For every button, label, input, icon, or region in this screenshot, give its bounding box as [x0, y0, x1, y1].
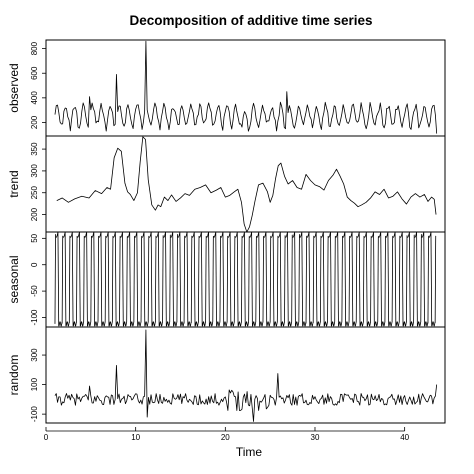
y-tick-label-random-1: 100: [30, 377, 39, 391]
panel-trend: 200 250 300 350 trend: [7, 135, 446, 233]
y-tick-label-random-0: -100: [30, 406, 39, 423]
chart-title: Decomposition of additive time series: [129, 13, 372, 28]
x-tick-label-1: 10: [131, 433, 140, 442]
panel-seasonal: -100 -50 0 50 seasonal: [7, 231, 446, 328]
series-line-trend: [56, 136, 437, 233]
series-line-seasonal: [54, 231, 437, 327]
x-axis: 0 10 20 30 40: [44, 427, 410, 442]
x-tick-label-0: 0: [44, 433, 49, 442]
y-axis-label-observed: observed: [7, 63, 21, 112]
y-axis-label-trend: trend: [7, 170, 21, 197]
y-tick-label-random-2: 300: [30, 348, 39, 362]
x-axis-label: Time: [236, 445, 263, 459]
y-tick-label-trend-4: 350: [30, 142, 39, 156]
y-tick-label-seasonal-3: 50: [30, 233, 39, 242]
series-line-observed: [54, 40, 438, 134]
y-tick-label-observed-2: 600: [30, 66, 39, 80]
y-tick-label-observed-1: 400: [30, 91, 39, 105]
y-tick-label-trend-2: 250: [30, 186, 39, 200]
panel-observed: 200 400 600 800 observed: [7, 39, 446, 137]
y-tick-label-seasonal-1: -50: [30, 285, 39, 297]
y-tick-label-trend-1: 200: [30, 207, 39, 221]
series-line-random: [54, 329, 438, 422]
y-axis-label-random: random: [7, 355, 21, 396]
panels-layer: 200400600800observed200250300350trend-10…: [7, 39, 446, 442]
y-tick-label-observed-3: 800: [30, 41, 39, 55]
y-tick-label-trend-3: 300: [30, 164, 39, 178]
y-axis-label-seasonal: seasonal: [7, 255, 21, 303]
panel-frame-random: [45, 326, 446, 424]
y-tick-label-observed-0: 200: [30, 115, 39, 129]
x-tick-label-3: 30: [311, 433, 320, 442]
y-tick-label-seasonal-2: 0: [30, 262, 39, 267]
panel-frame-trend: [45, 135, 446, 233]
x-tick-label-4: 40: [400, 433, 409, 442]
panel-frame-observed: [45, 39, 446, 137]
panel-random: -100 100 300 random: [7, 326, 446, 424]
x-tick-label-2: 20: [221, 433, 230, 442]
y-tick-label-seasonal-0: -100: [30, 309, 39, 326]
